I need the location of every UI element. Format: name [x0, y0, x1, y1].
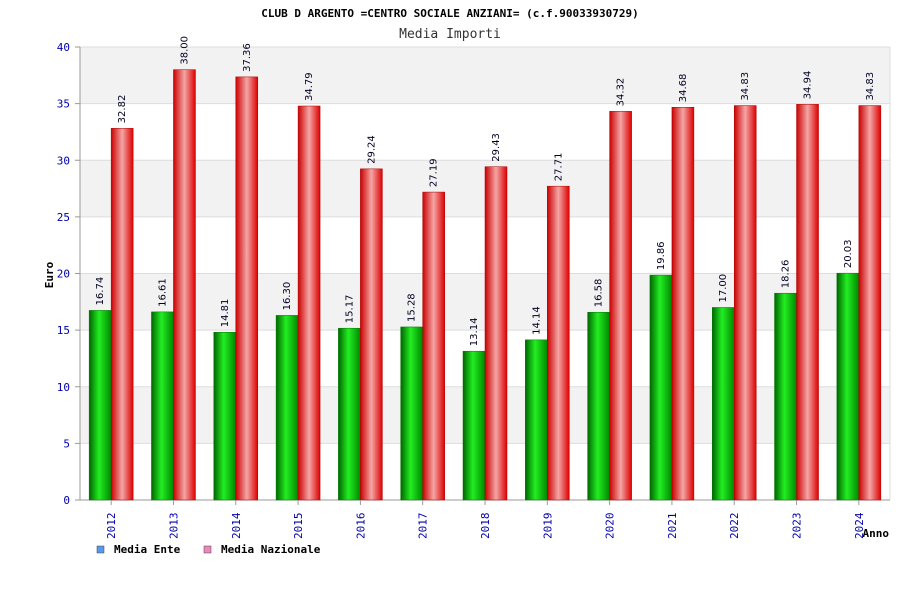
x-tick-label: 2012 [105, 513, 118, 540]
legend-swatch-media-nazionale [203, 545, 212, 554]
data-labels: 16.74 32.82 16.61 38.00 14.81 37.36 16.30 34.79… [95, 36, 876, 346]
data-label: 15.28 [407, 293, 418, 322]
bar-media-nazionale [547, 185, 570, 501]
data-label: 16.58 [594, 279, 605, 308]
bar-media-nazionale [609, 111, 632, 501]
bar-series [88, 69, 882, 501]
x-tick-label: 2024 [853, 512, 866, 539]
data-label: 13.14 [469, 318, 480, 347]
bar-media-nazionale [173, 69, 196, 501]
y-tick-label: 0 [63, 494, 70, 507]
x-tick-label: 2023 [791, 513, 804, 540]
x-tick-label: 2014 [230, 512, 243, 539]
legend-swatch-media-ente [96, 545, 105, 554]
y-tick-label: 40 [57, 41, 70, 54]
x-tick-label: 2015 [292, 513, 305, 540]
data-label: 18.26 [781, 260, 792, 289]
plot-band [80, 47, 890, 104]
x-tick-label: 2020 [604, 513, 617, 540]
plot-band [80, 103, 890, 161]
x-tick-label: 2022 [728, 513, 741, 540]
x-tick-label: 2013 [167, 513, 180, 540]
data-label: 34.94 [803, 71, 814, 100]
data-label: 34.83 [740, 72, 751, 101]
data-label: 34.83 [865, 72, 876, 101]
y-axis-ticks: 0 5 10 15 20 25 30 35 40 [57, 41, 80, 507]
data-label: 17.00 [718, 274, 729, 303]
bar-media-nazionale [484, 166, 508, 501]
data-label: 32.82 [117, 95, 128, 124]
bar-media-ente [836, 272, 860, 501]
bar-media-nazionale [422, 191, 445, 501]
data-label: 16.61 [157, 278, 168, 307]
x-tick-label: 2021 [666, 513, 679, 540]
data-label: 34.32 [616, 78, 627, 107]
legend: Media Ente Media Nazionale [96, 543, 321, 556]
y-tick-label: 30 [57, 154, 70, 167]
bar-media-nazionale [297, 105, 321, 501]
x-axis-label: Anno [863, 527, 890, 540]
x-axis-ticks: 2012 2013 2014 2015 2016 2017 2018 2019 2020 2021… [105, 500, 866, 539]
y-tick-label: 10 [57, 381, 70, 394]
bar-media-ente [88, 310, 112, 501]
data-label: 29.24 [366, 135, 377, 164]
legend-label-media-ente: Media Ente [114, 543, 181, 556]
y-tick-label: 25 [57, 211, 70, 224]
data-label: 19.86 [656, 241, 667, 270]
chart-subtitle: Media Importi [399, 27, 501, 42]
data-label: 20.03 [843, 240, 854, 269]
bar-media-nazionale [858, 105, 882, 501]
x-tick-label: 2016 [354, 513, 367, 540]
data-label: 34.79 [304, 72, 315, 101]
data-label: 27.19 [429, 158, 440, 187]
bar-media-ente [462, 350, 486, 501]
data-label: 34.68 [678, 74, 689, 103]
bar-media-nazionale [360, 168, 383, 501]
y-axis-label: Euro [43, 261, 56, 288]
bar-media-nazionale [235, 76, 259, 501]
bar-media-nazionale [671, 106, 695, 501]
data-label: 38.00 [179, 36, 190, 65]
bar-media-ente [213, 332, 237, 501]
chart-title: CLUB D ARGENTO =CENTRO SOCIALE ANZIANI= … [261, 7, 639, 20]
data-label: 27.71 [553, 153, 564, 182]
data-label: 14.14 [531, 306, 542, 335]
y-tick-label: 35 [57, 98, 70, 111]
x-tick-label: 2019 [541, 513, 554, 540]
y-tick-label: 5 [63, 437, 70, 450]
bar-media-nazionale [796, 104, 819, 501]
data-label: 14.81 [220, 299, 231, 328]
bar-media-nazionale [733, 105, 757, 501]
bar-media-ente [649, 274, 673, 501]
bar-media-ente [774, 292, 797, 501]
y-tick-label: 15 [57, 324, 70, 337]
bar-media-nazionale [110, 128, 134, 501]
data-label: 15.17 [344, 295, 355, 324]
bar-media-ente [587, 311, 610, 501]
data-label: 29.43 [491, 133, 502, 162]
bar-media-ente [151, 311, 174, 501]
bar-media-ente [400, 326, 423, 501]
bar-media-ente [711, 307, 735, 501]
bar-media-ente [525, 339, 548, 501]
data-label: 37.36 [242, 43, 253, 72]
x-tick-label: 2018 [479, 513, 492, 540]
x-tick-label: 2017 [417, 513, 430, 540]
y-tick-label: 20 [57, 268, 70, 281]
data-label: 16.74 [95, 277, 106, 306]
legend-label-media-nazionale: Media Nazionale [221, 543, 321, 556]
data-label: 16.30 [282, 282, 293, 311]
bar-media-ente [338, 327, 361, 501]
bar-media-ente [275, 315, 299, 501]
